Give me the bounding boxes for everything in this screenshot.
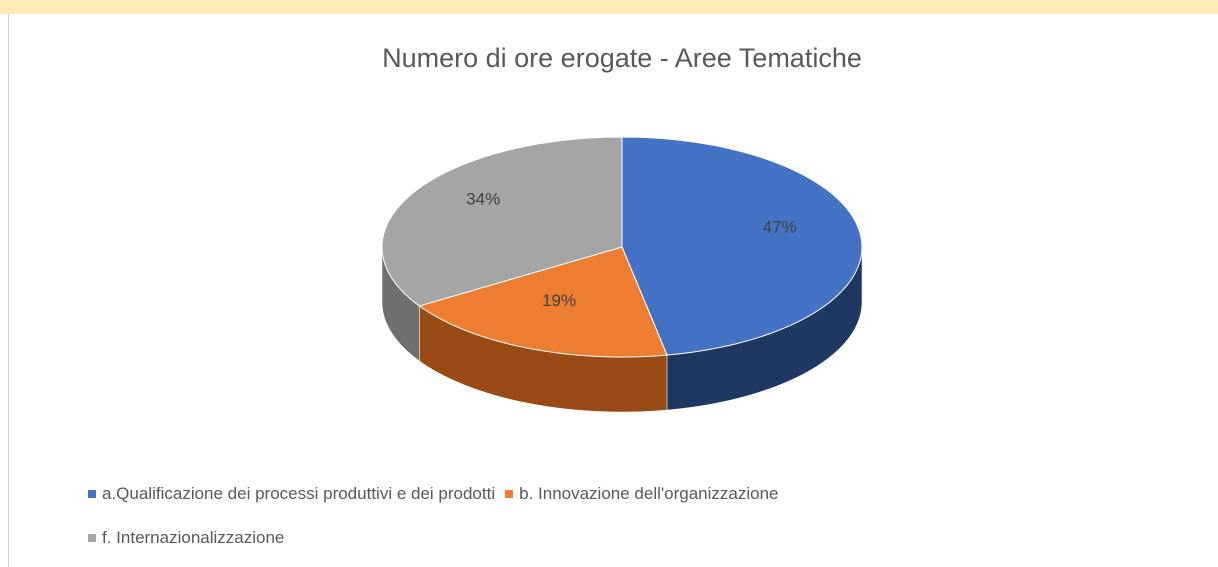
slice — [381, 136, 623, 307]
legend-item: a.Qualificazione dei processi produttivi… — [88, 484, 495, 504]
legend-label: b. Innovazione dell'organizzazione — [519, 484, 779, 503]
legend-label: a.Qualificazione dei processi produttivi… — [102, 484, 496, 503]
legend-swatch — [88, 534, 96, 542]
chart-title: Numero di ore erogate - Aree Tematiche — [382, 43, 862, 73]
data-label: 34% — [466, 190, 500, 209]
legend-item: b. Innovazione dell'organizzazione — [505, 484, 778, 504]
chart-frame — [8, 14, 1218, 567]
legend-swatch — [88, 490, 96, 498]
data-label: 19% — [542, 291, 576, 310]
legend: a.Qualificazione dei processi produttivi… — [88, 484, 1018, 548]
data-label: 47% — [763, 218, 797, 237]
legend-label: f. Internazionalizzazione — [102, 528, 285, 547]
slice — [621, 136, 863, 356]
legend-swatch — [505, 490, 514, 498]
legend-item: f. Internazionalizzazione — [88, 528, 1018, 548]
header-strip — [0, 0, 1218, 14]
slice — [418, 246, 668, 358]
